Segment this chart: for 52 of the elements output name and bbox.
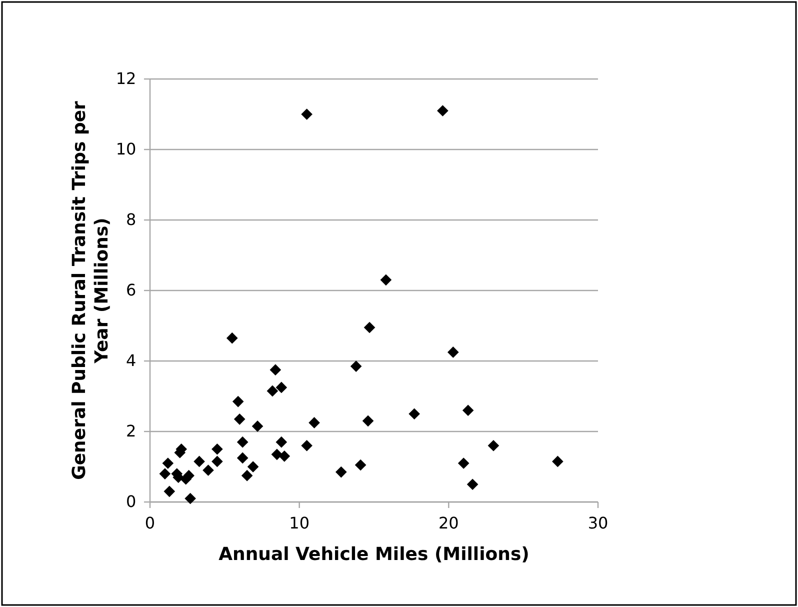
point xyxy=(266,385,278,397)
point xyxy=(447,346,459,358)
point xyxy=(234,414,246,425)
point xyxy=(380,274,392,286)
y-tick-label: 0 xyxy=(126,492,136,512)
point xyxy=(241,470,253,482)
point xyxy=(184,492,196,504)
point xyxy=(301,440,312,452)
point xyxy=(466,478,478,490)
point xyxy=(270,364,282,376)
point xyxy=(276,436,288,448)
point xyxy=(226,332,238,344)
x-tick-label: 0 xyxy=(144,514,156,533)
point xyxy=(552,456,564,468)
point xyxy=(247,461,259,472)
y-axis-title: General Public Rural Transit Trips per Year (Millions) xyxy=(69,100,112,480)
point xyxy=(462,404,474,416)
point xyxy=(335,466,347,478)
y-tick-label: 2 xyxy=(126,422,136,441)
point xyxy=(232,396,244,408)
y-tick-label: 6 xyxy=(126,280,136,300)
point xyxy=(362,415,374,427)
point xyxy=(212,456,223,468)
point xyxy=(271,448,283,460)
point xyxy=(236,452,248,464)
point xyxy=(458,458,470,469)
point xyxy=(212,443,223,455)
point xyxy=(354,459,366,471)
point xyxy=(488,440,500,452)
y-tick-label: 12 xyxy=(116,69,136,88)
point xyxy=(278,450,290,462)
point xyxy=(236,436,248,448)
point xyxy=(164,486,176,498)
point xyxy=(202,464,214,476)
point xyxy=(308,417,320,428)
point xyxy=(350,360,362,372)
x-tick-label: 30 xyxy=(588,514,608,533)
point xyxy=(276,382,288,394)
x-tick-label: 20 xyxy=(438,514,459,533)
point xyxy=(364,322,376,334)
point xyxy=(408,408,420,420)
point xyxy=(252,420,264,432)
y-tick-label: 10 xyxy=(116,140,136,159)
point xyxy=(162,458,174,469)
point xyxy=(159,468,171,480)
point xyxy=(301,108,312,120)
y-tick-label: 8 xyxy=(126,210,136,230)
point xyxy=(194,456,205,468)
x-tick-label: 10 xyxy=(289,514,310,533)
y-tick-label: 4 xyxy=(126,351,136,370)
point xyxy=(437,105,448,116)
x-axis-title: Annual Vehicle Miles (Millions) xyxy=(218,544,530,565)
